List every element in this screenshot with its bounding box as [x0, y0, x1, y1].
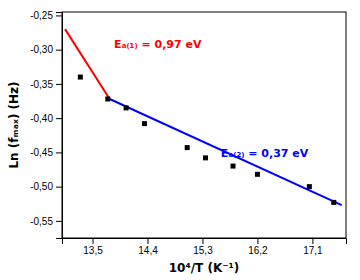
- y-axis: -0,25 -0,30 -0,35 -0,40 -0,45 -0,50 -0,55: [30, 10, 62, 238]
- y-tick-mark: [56, 221, 62, 222]
- y-tick-mark: [56, 187, 62, 188]
- x-tick-mark: [93, 238, 94, 244]
- plot-frame: [62, 12, 346, 238]
- y-tick-label: -0,55: [30, 216, 53, 227]
- annotation: Eₐ₍₂₎ = 0,37 eV: [221, 147, 309, 160]
- data-point: [185, 145, 190, 150]
- x-tick-label: 17,1: [303, 245, 323, 256]
- data-point: [331, 200, 336, 205]
- x-axis-title: 10⁴/T (K⁻¹): [169, 261, 240, 275]
- y-tick-mark: [56, 84, 62, 85]
- x-tick: 15,3: [193, 238, 213, 256]
- data-point: [203, 155, 208, 160]
- y-tick-label: -0,40: [30, 113, 53, 124]
- y-tick: -0,50: [30, 181, 62, 192]
- x-tick-label: 14,4: [138, 245, 158, 256]
- data-point: [142, 121, 147, 126]
- y-tick-label: -0,35: [30, 79, 53, 90]
- chart: 13,5 14,4 15,3 16,2 17,1 -0,25 -0,30 -0,35 -0,40…: [0, 0, 360, 280]
- y-tick: -0,25: [30, 10, 62, 21]
- y-tick-mark: [56, 15, 62, 16]
- plot: 13,5 14,4 15,3 16,2 17,1 -0,25 -0,30 -0,35 -0,40…: [30, 10, 346, 256]
- y-tick-mark: [56, 50, 62, 51]
- x-tick-label: 15,3: [193, 245, 213, 256]
- data-point: [105, 96, 110, 101]
- x-tick-label: 16,2: [248, 245, 268, 256]
- y-tick: -0,45: [30, 147, 62, 158]
- y-tick: -0,35: [30, 79, 62, 90]
- x-tick: 16,2: [248, 238, 268, 256]
- x-tick-mark: [202, 238, 203, 244]
- data-point: [78, 75, 83, 80]
- data-point: [255, 172, 260, 177]
- y-tick-label: -0,30: [30, 44, 53, 55]
- annotation: Eₐ₍₁₎ = 0,97 eV: [114, 38, 202, 51]
- x-axis: 13,5 14,4 15,3 16,2 17,1: [63, 238, 347, 256]
- data-point: [231, 164, 236, 169]
- x-tick-mark: [257, 238, 258, 244]
- y-tick-label: -0,50: [30, 181, 53, 192]
- x-tick-mark: [148, 238, 149, 244]
- x-tick: 13,5: [83, 238, 103, 256]
- marks: [65, 29, 342, 205]
- x-tick: 14,4: [138, 238, 158, 256]
- x-tick-label: 13,5: [83, 245, 103, 256]
- x-axis-line: [63, 239, 347, 245]
- fit-line: [65, 29, 110, 99]
- fit-line: [110, 99, 342, 205]
- data-point: [124, 105, 129, 110]
- x-tick-mark: [312, 238, 313, 244]
- y-tick-label: -0,25: [30, 10, 53, 21]
- data-point: [307, 184, 312, 189]
- y-tick: -0,40: [30, 113, 62, 124]
- y-axis-title: Ln (fₘₐₓ) (Hz): [7, 81, 21, 168]
- y-tick-mark: [56, 118, 62, 119]
- y-tick: -0,55: [30, 216, 62, 227]
- y-tick: -0,30: [30, 44, 62, 55]
- y-tick-label: -0,45: [30, 147, 53, 158]
- y-tick-mark: [56, 152, 62, 153]
- x-tick: 17,1: [303, 238, 323, 256]
